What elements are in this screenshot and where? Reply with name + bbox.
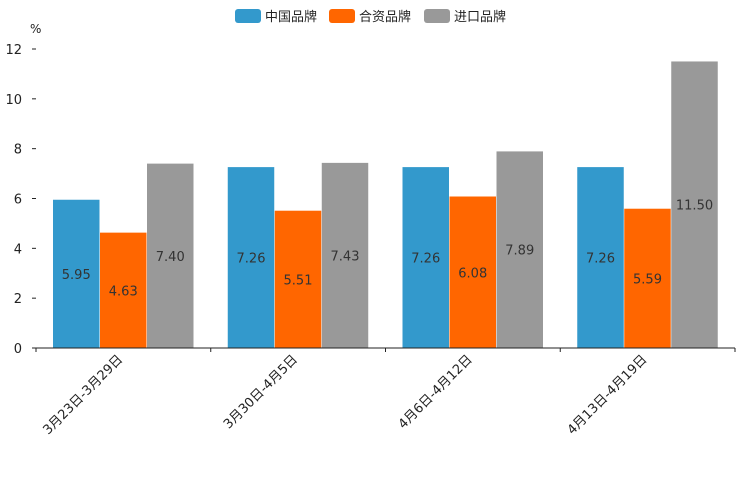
legend-label: 进口品牌: [454, 9, 506, 25]
legend-swatch: [424, 9, 450, 23]
bar-2-3: [449, 196, 496, 348]
y-tick-label: 2: [14, 292, 22, 307]
legend-swatch: [329, 9, 355, 23]
bars: 5.95 7.26 7.26 7.26 4.63 5.51 6.08 5.59 7.40 7.43…: [53, 61, 718, 348]
x-tick-label: 3月30日-4月5日: [221, 352, 301, 432]
bar-3-2: [321, 162, 369, 348]
y-tick-label: 0: [14, 342, 22, 357]
data-label: 7.26: [586, 252, 615, 267]
data-label: 7.26: [411, 252, 440, 267]
data-label: 11.50: [676, 199, 713, 214]
data-label: 4.63: [109, 284, 138, 299]
bar-2-4: [624, 208, 671, 348]
data-label: 7.40: [156, 250, 185, 265]
data-label: 5.95: [62, 268, 91, 283]
y-tick-label: 10: [5, 93, 22, 108]
bar-1-3: [402, 167, 449, 348]
data-label: 7.26: [237, 252, 266, 267]
data-label: 7.43: [331, 249, 360, 264]
bar-3-4: [671, 61, 718, 348]
y-tick-label: 8: [14, 143, 22, 158]
data-label: 5.51: [284, 273, 313, 288]
bar-2-2: [274, 210, 322, 348]
legend-swatch: [235, 9, 261, 23]
bar-3-1: [147, 163, 194, 348]
legend-label: 中国品牌: [265, 9, 317, 25]
data-label: 5.59: [633, 272, 662, 287]
bar-1-1: [53, 199, 100, 348]
y-axis: 0 2 4 6 8 10 12: [5, 43, 36, 357]
bar-1-2: [227, 167, 275, 348]
y-tick-label: 6: [14, 193, 22, 208]
legend: 中国品牌 合资品牌 进口品牌: [235, 9, 506, 25]
bar-3-3: [496, 151, 543, 348]
data-label: 7.89: [505, 244, 534, 259]
y-axis-unit-label: %: [30, 22, 41, 36]
y-tick-label: 4: [14, 242, 22, 257]
bar-1-4: [577, 167, 624, 348]
legend-label: 合资品牌: [359, 9, 411, 25]
data-label: 6.08: [458, 266, 487, 281]
y-tick-label: 12: [5, 43, 22, 58]
x-axis: 3月23日-3月29日 3月30日-4月5日 4月6日-4月12日 4月13日-4月1…: [35, 347, 736, 438]
x-tick-label: 4月13日-4月19日: [565, 352, 651, 438]
x-tick-label: 4月6日-4月12日: [396, 352, 476, 432]
x-tick-label: 3月23日-3月29日: [40, 352, 126, 438]
bar-2-1: [100, 232, 147, 348]
